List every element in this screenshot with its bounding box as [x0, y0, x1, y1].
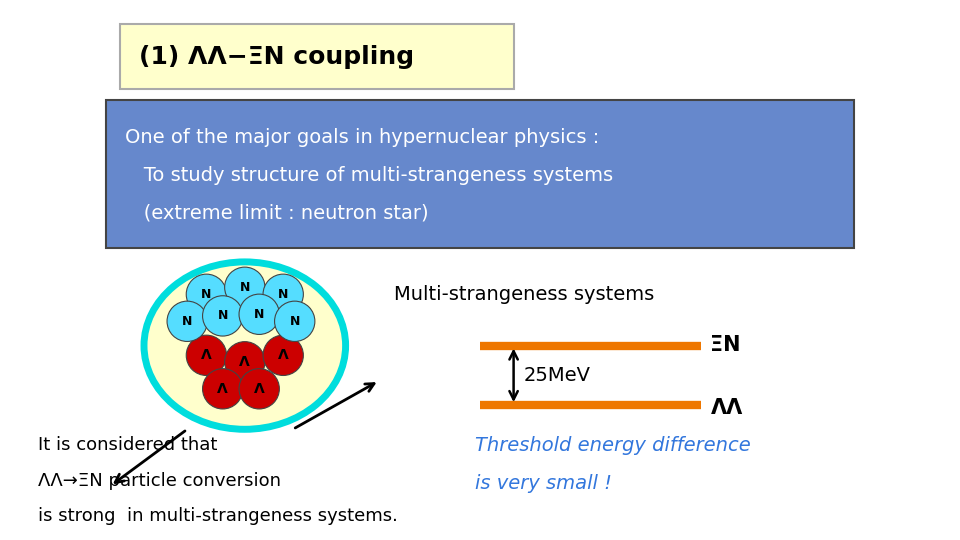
Text: To study structure of multi-strangeness systems: To study structure of multi-strangeness …: [125, 166, 612, 185]
Text: is very small !: is very small !: [475, 474, 612, 493]
Ellipse shape: [263, 335, 303, 375]
Text: Λ: Λ: [277, 348, 289, 362]
Text: 25MeV: 25MeV: [523, 366, 590, 386]
Ellipse shape: [186, 274, 227, 314]
Ellipse shape: [263, 274, 303, 314]
Ellipse shape: [239, 294, 279, 334]
Text: (1) ΛΛ−ΞN coupling: (1) ΛΛ−ΞN coupling: [139, 45, 415, 69]
Ellipse shape: [186, 335, 227, 375]
Text: Λ: Λ: [253, 382, 265, 396]
Text: N: N: [278, 288, 288, 301]
FancyBboxPatch shape: [106, 100, 854, 248]
Text: ΞN: ΞN: [710, 334, 741, 355]
Text: ΛΛ: ΛΛ: [710, 397, 743, 418]
Text: Λ: Λ: [201, 348, 212, 362]
Text: Threshold energy difference: Threshold energy difference: [475, 436, 751, 455]
Text: N: N: [254, 308, 264, 321]
Ellipse shape: [203, 296, 243, 336]
Text: Multi-strangeness systems: Multi-strangeness systems: [394, 285, 654, 304]
Text: (extreme limit : neutron star): (extreme limit : neutron star): [125, 204, 428, 223]
Text: is strong  in multi-strangeness systems.: is strong in multi-strangeness systems.: [38, 507, 398, 525]
Text: N: N: [240, 281, 250, 294]
Text: One of the major goals in hypernuclear physics :: One of the major goals in hypernuclear p…: [125, 128, 599, 147]
Text: N: N: [218, 309, 228, 322]
Ellipse shape: [203, 369, 243, 409]
Ellipse shape: [275, 301, 315, 341]
Ellipse shape: [225, 267, 265, 307]
Ellipse shape: [144, 262, 346, 429]
Text: Λ: Λ: [217, 382, 228, 396]
Ellipse shape: [167, 301, 207, 341]
Ellipse shape: [239, 369, 279, 409]
Text: N: N: [202, 288, 211, 301]
Text: N: N: [290, 315, 300, 328]
Text: It is considered that: It is considered that: [38, 436, 218, 455]
Ellipse shape: [225, 342, 265, 382]
Text: N: N: [182, 315, 192, 328]
Text: Λ: Λ: [239, 355, 251, 369]
Text: ΛΛ→ΞN particle conversion: ΛΛ→ΞN particle conversion: [38, 471, 281, 490]
FancyBboxPatch shape: [120, 24, 514, 89]
